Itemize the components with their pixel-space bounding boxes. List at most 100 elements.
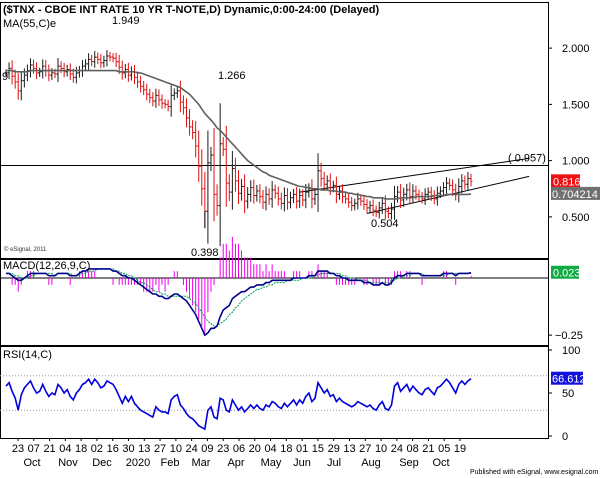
price-bar xyxy=(224,125,228,207)
month-label: Apr xyxy=(227,457,244,469)
price-bar xyxy=(448,178,452,191)
price-bar xyxy=(96,52,100,65)
price-bar xyxy=(350,196,354,212)
footer-text: Published with eSignal, www.esignal.com xyxy=(470,469,599,476)
price-bar xyxy=(74,66,78,84)
price-bar xyxy=(319,162,323,187)
macd-label: MACD(12,26,9,C) xyxy=(3,260,90,272)
price-bar xyxy=(84,59,88,71)
price-bar xyxy=(362,195,366,210)
price-bar xyxy=(10,60,14,85)
time-tick-label: 18 xyxy=(75,443,87,455)
price-bar xyxy=(44,60,48,77)
price-bar xyxy=(209,146,213,171)
price-bar xyxy=(328,173,332,196)
price-tick-label: 1.000 xyxy=(562,156,590,168)
price-bar xyxy=(132,65,136,85)
price-bar xyxy=(154,88,158,108)
price-bar xyxy=(432,190,436,205)
time-tick-label: 29 xyxy=(328,443,340,455)
month-label: Mar xyxy=(192,457,211,469)
price-bar xyxy=(194,121,198,158)
price-bar xyxy=(396,186,400,203)
price-bar xyxy=(227,174,231,201)
price-bar xyxy=(356,192,360,210)
price-bar xyxy=(451,179,455,196)
time-tick-label: 27 xyxy=(359,443,371,455)
price-bar xyxy=(233,157,237,192)
time-tick-label: 01 xyxy=(296,443,308,455)
price-bar xyxy=(136,71,140,88)
price-bar xyxy=(279,192,283,210)
price-bar xyxy=(114,52,118,68)
price-panel[interactable]: ( 0.957)1.9491.2660.3980.5040.8160.70421… xyxy=(0,15,600,259)
rsi-value-text: 66.612 xyxy=(552,374,586,386)
time-tick-label: 10 xyxy=(375,443,387,455)
price-bar xyxy=(184,98,188,128)
price-bar xyxy=(240,179,244,201)
price-bar xyxy=(243,174,247,214)
price-bar xyxy=(469,173,473,187)
macd-panel[interactable]: 0.023 xyxy=(0,236,581,337)
left-cut-label: 9 xyxy=(2,71,8,83)
price-bar xyxy=(148,88,152,104)
price-bar xyxy=(108,51,112,62)
time-tick-label: 15 xyxy=(312,443,324,455)
price-bar xyxy=(87,53,91,70)
time-tick-label: 13 xyxy=(343,443,355,455)
price-bar xyxy=(139,75,143,93)
price-bar xyxy=(258,184,262,204)
price-bar xyxy=(417,189,421,202)
price-bar xyxy=(169,85,173,117)
upper-channel-line xyxy=(299,157,530,193)
price-bar xyxy=(157,89,161,106)
price-bar xyxy=(237,170,240,205)
rsi-panel[interactable]: 66.612 xyxy=(0,371,586,431)
price-bar xyxy=(166,99,170,112)
time-tick-label: 24 xyxy=(391,443,403,455)
price-bar xyxy=(445,177,449,194)
price-bar xyxy=(389,202,393,220)
price-bar xyxy=(341,184,345,204)
time-tick-label: 21 xyxy=(43,443,55,455)
price-bar xyxy=(282,187,286,212)
time-tick-label: 20 xyxy=(249,443,261,455)
price-bar xyxy=(353,198,357,211)
price-bar xyxy=(310,179,314,209)
month-label: Sep xyxy=(399,457,419,469)
month-label: 2020 xyxy=(126,457,150,469)
price-bar xyxy=(172,88,176,101)
price-bar xyxy=(175,86,179,98)
month-label: Oct xyxy=(432,457,449,469)
price-bar xyxy=(441,182,445,197)
price-bar xyxy=(200,149,204,206)
price-bar xyxy=(38,67,42,77)
time-tick-label: 04 xyxy=(264,443,276,455)
price-bar xyxy=(298,188,302,208)
price-bar xyxy=(221,137,225,157)
price-bar xyxy=(111,53,115,63)
price-bar xyxy=(365,199,369,214)
time-tick-label: 04 xyxy=(59,443,71,455)
price-bar xyxy=(80,60,84,77)
macd-value-text: 0.023 xyxy=(553,268,581,280)
price-bar xyxy=(191,120,195,140)
price-bar xyxy=(246,186,250,209)
rsi-value-badge: 66.612 xyxy=(551,371,586,386)
price-bar xyxy=(145,83,149,101)
copyright-text: © eSignal, 2011 xyxy=(4,246,47,253)
price-bar xyxy=(377,201,381,219)
price-bar xyxy=(295,186,299,209)
price-bar xyxy=(28,58,32,78)
month-label: Feb xyxy=(161,457,180,469)
price-bar xyxy=(19,71,23,101)
ma-label: MA(55,C)e xyxy=(3,18,56,30)
price-bar xyxy=(270,181,274,208)
price-bar xyxy=(249,180,253,202)
price-bar xyxy=(255,184,259,202)
price-bar xyxy=(181,95,185,115)
price-bar xyxy=(292,188,296,204)
price-bar xyxy=(142,80,146,96)
price-bar xyxy=(99,53,103,69)
